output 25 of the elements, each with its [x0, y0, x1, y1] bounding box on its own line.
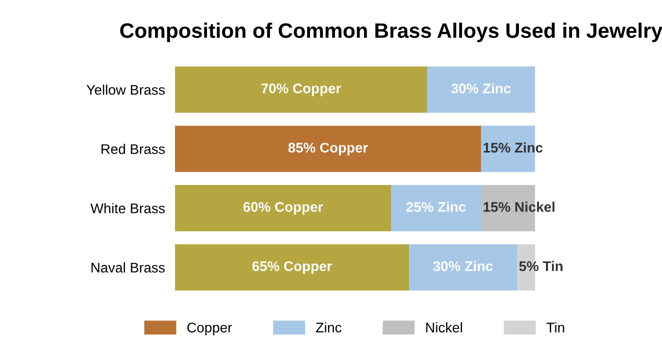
- bar: [175, 185, 391, 232]
- bar: [427, 66, 535, 113]
- bar: [391, 185, 481, 232]
- data-label: 15% Zinc: [484, 142, 543, 153]
- bar: [175, 126, 481, 172]
- legend-label: Tin: [546, 322, 564, 332]
- legend-label: Zinc: [316, 322, 342, 332]
- y-tick-label: Yellow Brass: [86, 84, 165, 95]
- data-label: 15% Nickel: [484, 202, 554, 212]
- data-label: 60% Copper: [243, 202, 323, 215]
- legend-label: Nickel: [426, 322, 462, 332]
- data-label: 30% Zinc: [451, 83, 511, 94]
- data-label: 30% Zinc: [433, 260, 493, 272]
- y-tick-label: White Brass: [90, 203, 165, 214]
- data-label: 70% Copper: [261, 84, 341, 96]
- data-label: 65% Copper: [252, 261, 332, 274]
- bar: [175, 244, 409, 290]
- data-label: 5% Tin: [519, 260, 562, 272]
- legend-label: Copper: [187, 322, 232, 336]
- bar: [409, 244, 517, 290]
- y-tick-label: Red Brass: [102, 144, 165, 154]
- bar: [175, 66, 427, 113]
- y-tick-label: Naval Brass: [92, 262, 165, 273]
- data-label: 85% Copper: [288, 142, 368, 156]
- data-label: 25% Zinc: [406, 202, 466, 212]
